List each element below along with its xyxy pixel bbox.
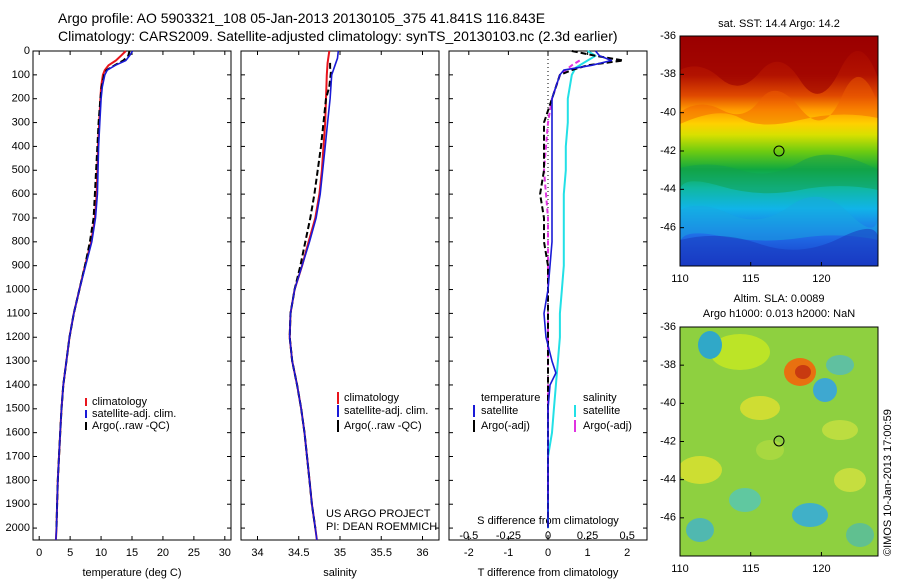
salinity-axis-label: salinity (323, 567, 357, 579)
y-tick-label: 1800 (6, 474, 30, 486)
argo-location-marker (773, 145, 785, 157)
map-y-tick-label: -44 (660, 474, 676, 486)
y-tick-label: 1100 (6, 307, 30, 319)
y-tick-label: 1900 (6, 498, 30, 510)
series-line (547, 50, 597, 529)
y-tick-label: 900 (12, 260, 30, 272)
map-y-tick-label: -38 (660, 359, 676, 371)
plot-title-line2: Climatology: CARS2009. Satellite-adjuste… (58, 28, 618, 44)
y-tick-label: 1700 (6, 450, 30, 462)
s-diff-tick-label: 0.25 (577, 530, 598, 542)
s-diff-tick-label: -0.5 (459, 530, 478, 542)
series-line (55, 50, 134, 541)
y-tick-label: 1400 (6, 379, 30, 391)
y-tick-label: 1200 (6, 331, 30, 343)
series-line (288, 50, 340, 541)
y-tick-label: 800 (12, 236, 30, 248)
s-diff-tick-label: 0.5 (620, 530, 635, 542)
legend-label: climatology (92, 396, 148, 408)
y-tick-label: 1000 (6, 283, 30, 295)
pi-label: PI: DEAN ROEMMICH (326, 521, 437, 533)
y-tick-label: 1300 (6, 355, 30, 367)
x-tick-label: 35 (334, 547, 346, 559)
x-tick-label: 10 (95, 547, 107, 559)
y-tick-label: 300 (12, 116, 30, 128)
map-y-tick-label: -42 (660, 435, 676, 447)
map-x-tick-label: 115 (742, 273, 760, 285)
legend-label: temperature (481, 392, 540, 404)
map-x-tick-label: 110 (671, 273, 689, 285)
map-y-tick-label: -44 (660, 183, 676, 195)
t-difference-axis-label: T difference from climatology (478, 567, 619, 579)
x-tick-label: 36 (416, 547, 428, 559)
sst-map (680, 36, 878, 266)
y-tick-label: 500 (12, 164, 30, 176)
x-tick-label: 35.5 (371, 547, 392, 559)
y-tick-label: 0 (24, 45, 30, 57)
sla-map-title-line2: Argo h1000: 0.013 h2000: NaN (703, 308, 855, 320)
y-tick-label: 200 (12, 93, 30, 105)
sla-map-title-line1: Altim. SLA: 0.0089 (733, 293, 824, 305)
x-tick-label: 34.5 (288, 547, 309, 559)
y-tick-label: 1500 (6, 403, 30, 415)
x-tick-label: 25 (188, 547, 200, 559)
y-tick-label: 1600 (6, 427, 30, 439)
legend-label: satellite-adj. clim. (344, 405, 428, 417)
map-y-tick-label: -42 (660, 145, 676, 157)
x-tick-label: 15 (126, 547, 138, 559)
map-y-tick-label: -40 (660, 397, 676, 409)
x-tick-label: 2 (624, 547, 630, 559)
legend-label: salinity (583, 392, 617, 404)
map-y-tick-label: -36 (660, 321, 676, 333)
sla-map (680, 327, 878, 556)
map-x-tick-label: 120 (812, 273, 830, 285)
y-tick-label: 600 (12, 188, 30, 200)
legend-label: satellite (481, 405, 518, 417)
y-tick-label: 400 (12, 140, 30, 152)
map-y-tick-label: -46 (660, 512, 676, 524)
map-y-tick-label: -36 (660, 30, 676, 42)
y-tick-label: 2000 (6, 522, 30, 534)
temperature-legend: climatology satellite-adj. clim. Argo(..… (85, 396, 176, 432)
copyright-timestamp: ©IMOS 10-Jan-2013 17:00:59 (882, 409, 894, 556)
plot-title-line1: Argo profile: AO 5903321_108 05-Jan-2013… (58, 10, 546, 26)
map-x-tick-label: 110 (671, 563, 689, 575)
legend-label: Argo(..raw -QC) (344, 420, 422, 432)
map-y-tick-label: -40 (660, 107, 676, 119)
y-tick-label: 100 (12, 69, 30, 81)
map-x-tick-label: 115 (742, 563, 760, 575)
map-y-tick-label: -38 (660, 68, 676, 80)
project-label: US ARGO PROJECT (326, 508, 431, 520)
y-tick-label: 700 (12, 212, 30, 224)
legend-label: Argo(-adj) (481, 420, 530, 432)
legend-label: satellite-adj. clim. (92, 408, 176, 420)
x-tick-label: 0 (36, 547, 42, 559)
x-tick-label: 0 (545, 547, 551, 559)
x-tick-label: 20 (157, 547, 169, 559)
x-tick-label: 34 (251, 547, 263, 559)
s-diff-tick-label: -0.25 (496, 530, 521, 542)
s-diff-tick-label: 0 (545, 530, 551, 542)
sst-map-title: sat. SST: 14.4 Argo: 14.2 (718, 18, 840, 30)
legend-label: Argo(-adj) (583, 420, 632, 432)
salinity-panel (240, 50, 440, 541)
map-x-tick-label: 120 (812, 563, 830, 575)
difference-legend: temperature satellite Argo(-adj) salinit… (473, 392, 632, 432)
x-tick-label: 5 (67, 547, 73, 559)
x-tick-label: 30 (219, 547, 231, 559)
temperature-panel (32, 50, 232, 541)
salinity-legend: climatology satellite-adj. clim. Argo(..… (337, 392, 428, 432)
legend-label: Argo(..raw -QC) (92, 420, 170, 432)
x-tick-label: -2 (464, 547, 474, 559)
legend-label: climatology (344, 392, 400, 404)
temperature-axis-label: temperature (deg C) (82, 567, 181, 579)
x-tick-label: -1 (504, 547, 514, 559)
argo-location-marker (773, 435, 785, 447)
legend-label: satellite (583, 405, 620, 417)
x-tick-label: 1 (585, 547, 591, 559)
map-y-tick-label: -46 (660, 222, 676, 234)
series-line (543, 50, 613, 529)
